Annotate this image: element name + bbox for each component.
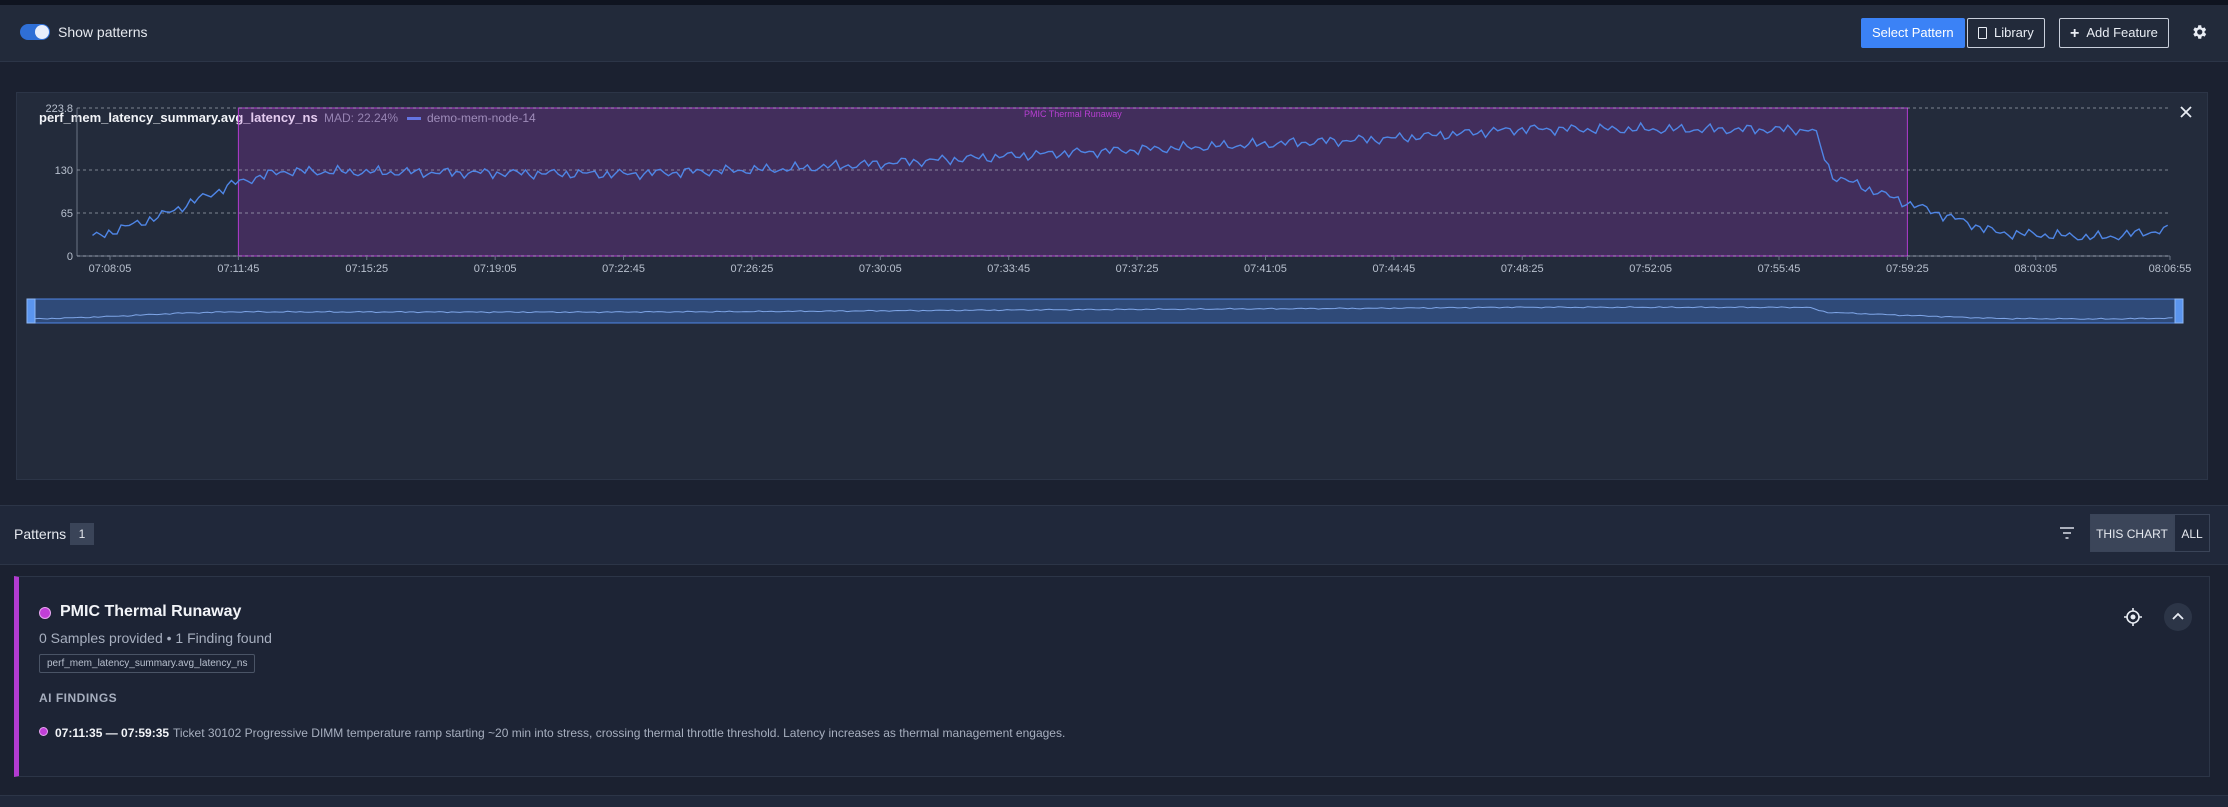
mad-value: MAD: 22.24% [324, 111, 399, 125]
show-patterns-label: Show patterns [58, 24, 148, 40]
plus-icon: + [2070, 25, 2080, 42]
x-tick-label: 07:41:05 [1244, 263, 1287, 275]
library-label: Library [1994, 25, 2034, 40]
x-tick-label: 07:52:05 [1629, 263, 1672, 275]
minimap-line [34, 306, 2173, 320]
patterns-label: Patterns [14, 526, 67, 542]
collapse-button[interactable] [2164, 603, 2192, 631]
x-tick-label: 07:59:25 [1886, 263, 1929, 275]
top-border [0, 0, 2228, 5]
y-tick-label: 0 [67, 251, 73, 263]
library-button[interactable]: Library [1967, 18, 2045, 48]
chart-title: perf_mem_latency_summary.avg_latency_ns [39, 110, 318, 125]
finding-dot [39, 727, 48, 736]
add-feature-label: Add Feature [2086, 25, 2158, 40]
patterns-count-badge: 1 [70, 523, 94, 545]
book-icon [1978, 27, 1987, 39]
add-feature-button[interactable]: + Add Feature [2059, 18, 2169, 48]
close-icon[interactable] [2179, 105, 2193, 119]
ai-findings-header: AI FINDINGS [39, 691, 118, 705]
scope-this-chart-button[interactable]: THIS CHART [2090, 514, 2174, 552]
y-tick-label: 130 [55, 165, 73, 177]
minimap-handle-right[interactable] [2174, 298, 2184, 324]
series-line [92, 121, 2169, 241]
pattern-color-dot [39, 607, 51, 619]
toggle-knob [35, 25, 49, 39]
y-tick-label: 65 [61, 208, 73, 220]
x-tick-label: 07:15:25 [345, 263, 388, 275]
x-tick-label: 07:30:05 [859, 263, 902, 275]
x-tick-label: 07:11:45 [217, 263, 259, 275]
x-tick-label: 07:37:25 [1116, 263, 1159, 275]
select-pattern-button[interactable]: Select Pattern [1861, 18, 1965, 48]
x-tick-label: 07:48:25 [1501, 263, 1544, 275]
latency-chart[interactable]: PMIC Thermal Runaway 0 65 130 223.8 07:08:05 0… [17, 93, 2207, 479]
legend-series-name[interactable]: demo-mem-node-14 [427, 111, 536, 125]
filter-icon[interactable] [2059, 526, 2075, 540]
annotation-band [237, 107, 1908, 257]
x-tick-label: 07:33:45 [987, 263, 1030, 275]
x-tick-label: 07:22:45 [602, 263, 645, 275]
x-tick-label: 07:26:25 [731, 263, 774, 275]
x-tick-label: 07:55:45 [1758, 263, 1801, 275]
chart-card: perf_mem_latency_summary.avg_latency_ns … [16, 92, 2208, 480]
minimap-handle-left[interactable] [26, 298, 36, 324]
x-tick-label: 08:03:05 [2014, 263, 2057, 275]
pattern-subtitle: 0 Samples provided • 1 Finding found [39, 630, 272, 646]
scope-all-button[interactable]: ALL [2174, 514, 2210, 552]
x-tick-label: 07:44:45 [1372, 263, 1415, 275]
legend-swatch [407, 117, 421, 120]
x-tick-label: 07:08:05 [89, 263, 132, 275]
locate-icon[interactable] [2123, 607, 2143, 627]
patterns-bar: Patterns 1 THIS CHART ALL [0, 505, 2228, 565]
x-tick-label: 07:19:05 [474, 263, 517, 275]
pattern-title: PMIC Thermal Runaway [60, 603, 242, 620]
minimap-window [28, 298, 2182, 324]
y-tick-label: 223.8 [45, 103, 73, 115]
pattern-card: PMIC Thermal Runaway 0 Samples provided … [14, 576, 2210, 777]
finding-time-range[interactable]: 07:11:35 — 07:59:35 [55, 726, 170, 740]
select-pattern-label: Select Pattern [1872, 25, 1954, 40]
pattern-metric-tag: perf_mem_latency_summary.avg_latency_ns [39, 654, 256, 673]
bottom-strip [0, 795, 2228, 807]
finding-text: Ticket 30102 Progressive DIMM temperatur… [173, 726, 1066, 740]
show-patterns-toggle[interactable] [20, 24, 50, 40]
gear-icon[interactable] [2190, 23, 2208, 41]
chevron-up-icon [2172, 612, 2184, 620]
annotation-label: PMIC Thermal Runaway [1024, 109, 1122, 119]
toolbar: Show patterns Select Pattern Library + Ad… [0, 5, 2228, 62]
x-tick-label: 08:06:55 [2149, 263, 2192, 275]
